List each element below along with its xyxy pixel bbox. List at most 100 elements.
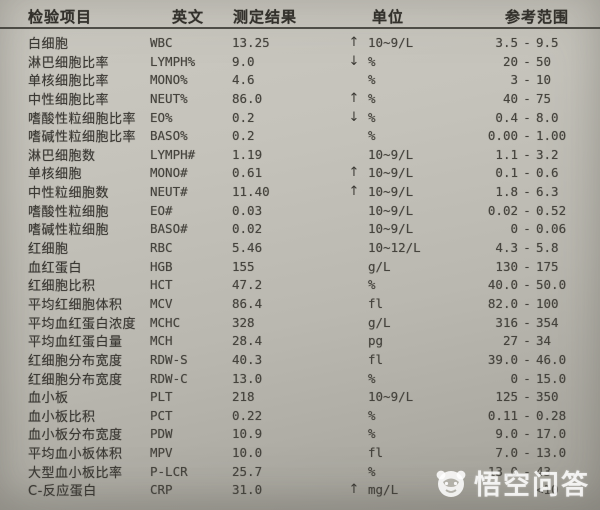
english-code-cell: PDW [150,426,173,442]
item-name-cell: 平均血红蛋白浓度 [28,316,137,332]
english-code-cell: LYMPH# [150,146,196,162]
english-code-cell: RDW-S [150,351,188,367]
unit-cell: 10~12/L [368,240,421,256]
reference-separator: - [523,370,531,386]
reference-low: 0.11 [487,407,518,423]
item-name-cell: 血小板分布宽度 [28,428,123,444]
item-name-cell: 血红蛋白 [28,260,83,276]
reference-range-cell: 125 - 350 [456,389,586,404]
table-row: 平均血小板体积 MPV 10.0 fl 7.0 - 13.0 [0,443,600,462]
table-row: 红细胞比积 HCT 47.2 % 40.0 - 50.0 [0,275,600,294]
item-name-cell: 中性粒细胞数 [28,186,110,202]
reference-range-cell: 3 - 10 [456,72,586,87]
header-reference: 参考范围 [505,8,570,26]
reference-high: 0.06 [536,221,567,237]
table-row: 平均血红蛋白量 MCH 28.4 pg 27 - 34 [0,331,600,350]
english-code-cell: MONO# [150,165,188,181]
reference-high: 3.2 [536,146,559,162]
table-row: 淋巴细胞数 LYMPH# 1.19 10~9/L 1.1 - 3.2 [0,145,600,164]
unit-cell: mg/L [368,482,399,498]
reference-low: 9.0 [495,426,518,442]
reference-separator: - [523,277,531,293]
table-row: 大型血小板比率 P-LCR 25.7 % 13.0 - 43 [0,462,600,481]
abnormal-flag-arrow: ↑ [348,184,360,200]
reference-range-cell: 0 - 0.06 [456,221,586,236]
result-cell: 31.0 [232,482,263,498]
result-cell: 1.19 [232,146,263,162]
reference-high: <10 [536,482,559,498]
table-row: 血红蛋白 HGB 155 g/L 130 - 175 [0,257,600,276]
header-divider-line [0,27,600,29]
table-row: C-反应蛋白 CRP 31.0 ↑ mg/L <10 [0,480,600,499]
reference-high: 354 [536,314,559,330]
item-name-cell: 平均血小板体积 [28,447,123,463]
reference-low: 7.0 [495,445,518,461]
english-code-cell: PCT [150,407,173,423]
results-table-body: 白细胞 WBC 13.25 ↑ 10~9/L 3.5 - 9.5 淋巴细胞比率 … [0,33,600,499]
reference-range-cell: 40.0 - 50.0 [456,277,586,292]
english-code-cell: LYMPH% [150,53,196,69]
result-cell: 4.6 [232,72,255,88]
item-name-cell: 平均血红蛋白量 [28,335,123,351]
abnormal-flag-arrow: ↓ [348,53,360,69]
english-code-cell: MONO% [150,72,188,88]
result-cell: 0.02 [232,221,263,237]
table-row: 嗜酸性粒细胞 EO# 0.03 10~9/L 0.02 - 0.52 [0,201,600,220]
result-cell: 328 [232,314,255,330]
reference-low: 3.5 [495,35,518,50]
unit-cell: % [368,128,376,144]
reference-separator: - [523,258,531,274]
reference-high: 9.5 [536,35,559,50]
reference-range-cell: 27 - 34 [456,333,586,348]
unit-cell: g/L [368,258,391,274]
item-name-cell: 红细胞 [28,242,69,258]
reference-high: 50 [536,53,552,69]
english-code-cell: HCT [150,277,173,293]
item-name-cell: 红细胞比积 [28,279,96,295]
result-cell: 0.22 [232,407,263,423]
result-cell: 0.2 [232,128,255,144]
table-row: 红细胞分布宽度 RDW-S 40.3 fl 39.0 - 46.0 [0,350,600,369]
reference-low: 125 [495,389,518,405]
watermark-text: 悟空问答 [474,470,590,501]
table-row: 中性粒细胞数 NEUT# 11.40 ↑ 10~9/L 1.8 - 6.3 [0,182,600,201]
reference-range-cell: 130 - 175 [456,259,586,274]
english-code-cell: HGB [150,258,173,274]
english-code-cell: BASO# [150,221,188,237]
reference-separator: - [523,463,531,479]
abnormal-flag-arrow: ↑ [348,90,360,106]
unit-cell: fl [368,351,384,367]
reference-separator: - [523,240,531,256]
table-row: 平均血红蛋白浓度 MCHC 328 g/L 316 - 354 [0,313,600,332]
reference-low: 0.02 [487,202,518,218]
reference-range-cell: 20 - 50 [456,54,586,69]
reference-low: 27 [502,333,518,349]
reference-separator: - [523,314,531,330]
table-row: 血小板分布宽度 PDW 10.9 % 9.0 - 17.0 [0,424,600,443]
reference-range-cell: 0.4 - 8.0 [456,110,586,125]
abnormal-flag-arrow: ↑ [348,165,360,181]
unit-cell: 10~9/L [368,221,414,237]
english-code-cell: MCH [150,333,173,349]
reference-high: 34 [536,333,552,349]
reference-low: 0 [510,221,518,237]
unit-cell: % [368,53,376,69]
table-row: 血小板 PLT 218 10~9/L 125 - 350 [0,387,600,406]
reference-high: 0.52 [536,202,567,218]
unit-cell: 10~9/L [368,184,414,200]
reference-range-cell: 0.00 - 1.00 [456,128,586,143]
reference-separator: - [523,426,531,442]
reference-high: 5.8 [536,240,559,256]
table-row: 白细胞 WBC 13.25 ↑ 10~9/L 3.5 - 9.5 [0,33,600,52]
reference-low: 13.0 [487,463,518,479]
reference-high: 43 [536,463,552,479]
reference-low: 130 [495,258,518,274]
unit-cell: fl [368,445,384,461]
item-name-cell: 淋巴细胞数 [28,148,96,164]
reference-separator: - [523,53,531,69]
reference-high: 6.3 [536,184,559,200]
reference-high: 46.0 [536,351,567,367]
result-cell: 47.2 [232,277,263,293]
result-cell: 40.3 [232,351,263,367]
unit-cell: % [368,72,376,88]
